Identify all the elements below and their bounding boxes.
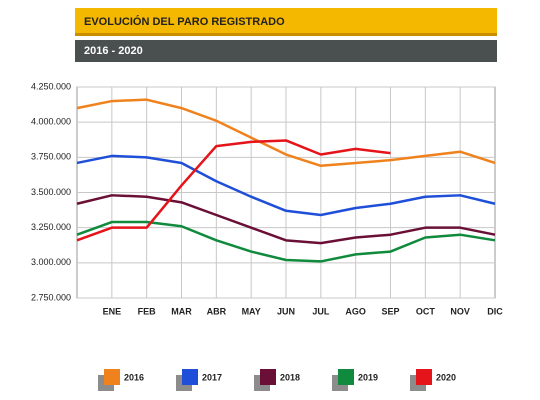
x-tick-label: JUN <box>277 306 295 316</box>
line-series <box>76 154 496 217</box>
line-series <box>76 98 496 168</box>
x-tick-label: MAR <box>171 306 192 316</box>
legend-swatch <box>416 369 432 385</box>
legend-label: 2019 <box>358 372 378 382</box>
y-tick-label: 3.250.000 <box>31 222 71 232</box>
x-tick-label: OCT <box>416 306 436 316</box>
title-bar <box>75 8 497 35</box>
legend-swatch <box>338 369 354 385</box>
x-tick-label: NOV <box>450 306 470 316</box>
y-tick-label: 3.000.000 <box>31 257 71 267</box>
legend-swatch <box>260 369 276 385</box>
x-tick-label: DIC <box>487 306 503 316</box>
x-tick-label: JUL <box>312 306 330 316</box>
y-tick-label: 4.250.000 <box>31 81 71 91</box>
x-tick-label: AGO <box>345 306 366 316</box>
line-series <box>76 220 496 263</box>
legend-swatch <box>104 369 120 385</box>
x-tick-label: MAY <box>242 306 261 316</box>
line-series <box>76 139 391 242</box>
x-tick-label: ABR <box>207 306 227 316</box>
y-tick-label: 3.500.000 <box>31 187 71 197</box>
y-tick-label: 3.750.000 <box>31 152 71 162</box>
line-series <box>76 194 496 245</box>
legend-label: 2018 <box>280 372 300 382</box>
x-tick-label: SEP <box>381 306 399 316</box>
y-tick-label: 2.750.000 <box>31 292 71 302</box>
title-bar-shadow <box>75 33 497 36</box>
legend-swatch <box>182 369 198 385</box>
chart-subtitle: 2016 - 2020 <box>84 45 143 57</box>
legend-label: 2020 <box>436 372 456 382</box>
chart-title: EVOLUCIÓN DEL PARO REGISTRADO <box>84 15 285 28</box>
legend-label: 2016 <box>124 372 144 382</box>
y-tick-label: 4.000.000 <box>31 117 71 127</box>
legend-label: 2017 <box>202 372 222 382</box>
x-tick-label: ENE <box>103 306 122 316</box>
subtitle-bar <box>75 40 497 62</box>
x-tick-label: FEB <box>138 306 157 316</box>
